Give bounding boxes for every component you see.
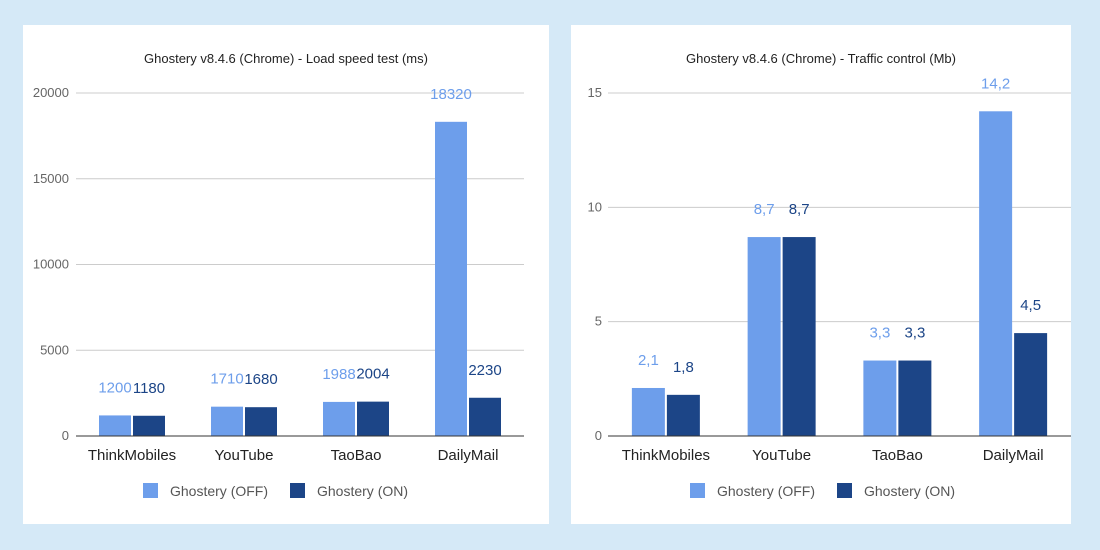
y-tick-label: 5000: [40, 342, 69, 357]
x-tick-label: ThinkMobiles: [622, 447, 710, 464]
data-label: 2,1: [638, 352, 659, 369]
chart-title: Ghostery v8.4.6 (Chrome) - Traffic contr…: [686, 51, 956, 66]
legend-swatch-on: [837, 483, 852, 498]
legend-label-on: Ghostery (ON): [864, 483, 955, 499]
data-label: 1180: [133, 380, 165, 397]
bar-on: [469, 397, 501, 436]
legend-swatch-off: [690, 483, 705, 498]
x-tick-label: TaoBao: [872, 447, 923, 464]
bar-off: [631, 387, 665, 436]
bar-off: [863, 360, 897, 436]
y-tick-label: 10000: [33, 257, 69, 272]
x-tick-label: YouTube: [215, 447, 274, 464]
load-speed-chart: Ghostery v8.4.6 (Chrome) - Load speed te…: [33, 51, 524, 499]
data-label: 2004: [356, 366, 389, 383]
bar-off: [211, 406, 243, 436]
x-tick-label: TaoBao: [331, 447, 382, 464]
legend-label-off: Ghostery (OFF): [717, 483, 815, 499]
data-label: 1680: [244, 371, 277, 388]
data-label: 3,3: [869, 325, 890, 342]
bar-off: [747, 237, 781, 436]
data-label: 4,5: [1020, 297, 1041, 314]
y-tick-label: 0: [62, 428, 69, 443]
y-tick-label: 10: [588, 199, 602, 214]
x-tick-label: DailyMail: [438, 447, 499, 464]
bar-on: [782, 237, 816, 436]
data-label: 1988: [322, 366, 355, 383]
bar-off: [435, 121, 467, 436]
data-label: 1710: [210, 371, 243, 388]
y-tick-label: 15: [588, 85, 602, 100]
chart-panel-load-speed: Ghostery v8.4.6 (Chrome) - Load speed te…: [23, 25, 549, 524]
legend-swatch-on: [290, 483, 305, 498]
data-label: 8,7: [754, 201, 775, 218]
chart-title: Ghostery v8.4.6 (Chrome) - Load speed te…: [144, 51, 428, 66]
x-tick-label: YouTube: [752, 447, 811, 464]
y-tick-label: 5: [595, 314, 602, 329]
bar-on: [245, 407, 277, 436]
bar-on: [666, 394, 700, 436]
data-label: 1,8: [673, 359, 694, 376]
bar-on: [357, 401, 389, 436]
bar-off: [979, 111, 1013, 436]
legend-label-off: Ghostery (OFF): [170, 483, 268, 499]
y-tick-label: 20000: [33, 85, 69, 100]
traffic-chart: Ghostery v8.4.6 (Chrome) - Traffic contr…: [588, 51, 1071, 499]
data-label: 14,2: [981, 75, 1010, 92]
data-label: 3,3: [904, 325, 925, 342]
chart-panel-traffic: Ghostery v8.4.6 (Chrome) - Traffic contr…: [571, 25, 1071, 524]
bar-off: [323, 401, 355, 436]
x-tick-label: ThinkMobiles: [88, 447, 176, 464]
bar-on: [133, 415, 165, 436]
legend-swatch-off: [143, 483, 158, 498]
data-label: 18320: [430, 86, 472, 103]
y-tick-label: 0: [595, 428, 602, 443]
legend-label-on: Ghostery (ON): [317, 483, 408, 499]
data-label: 1200: [98, 379, 131, 396]
x-tick-label: DailyMail: [983, 447, 1044, 464]
bar-on: [1014, 333, 1048, 436]
y-tick-label: 15000: [33, 171, 69, 186]
data-label: 2230: [468, 362, 501, 379]
data-label: 8,7: [789, 201, 810, 218]
bar-on: [898, 360, 932, 436]
bar-off: [99, 415, 131, 436]
